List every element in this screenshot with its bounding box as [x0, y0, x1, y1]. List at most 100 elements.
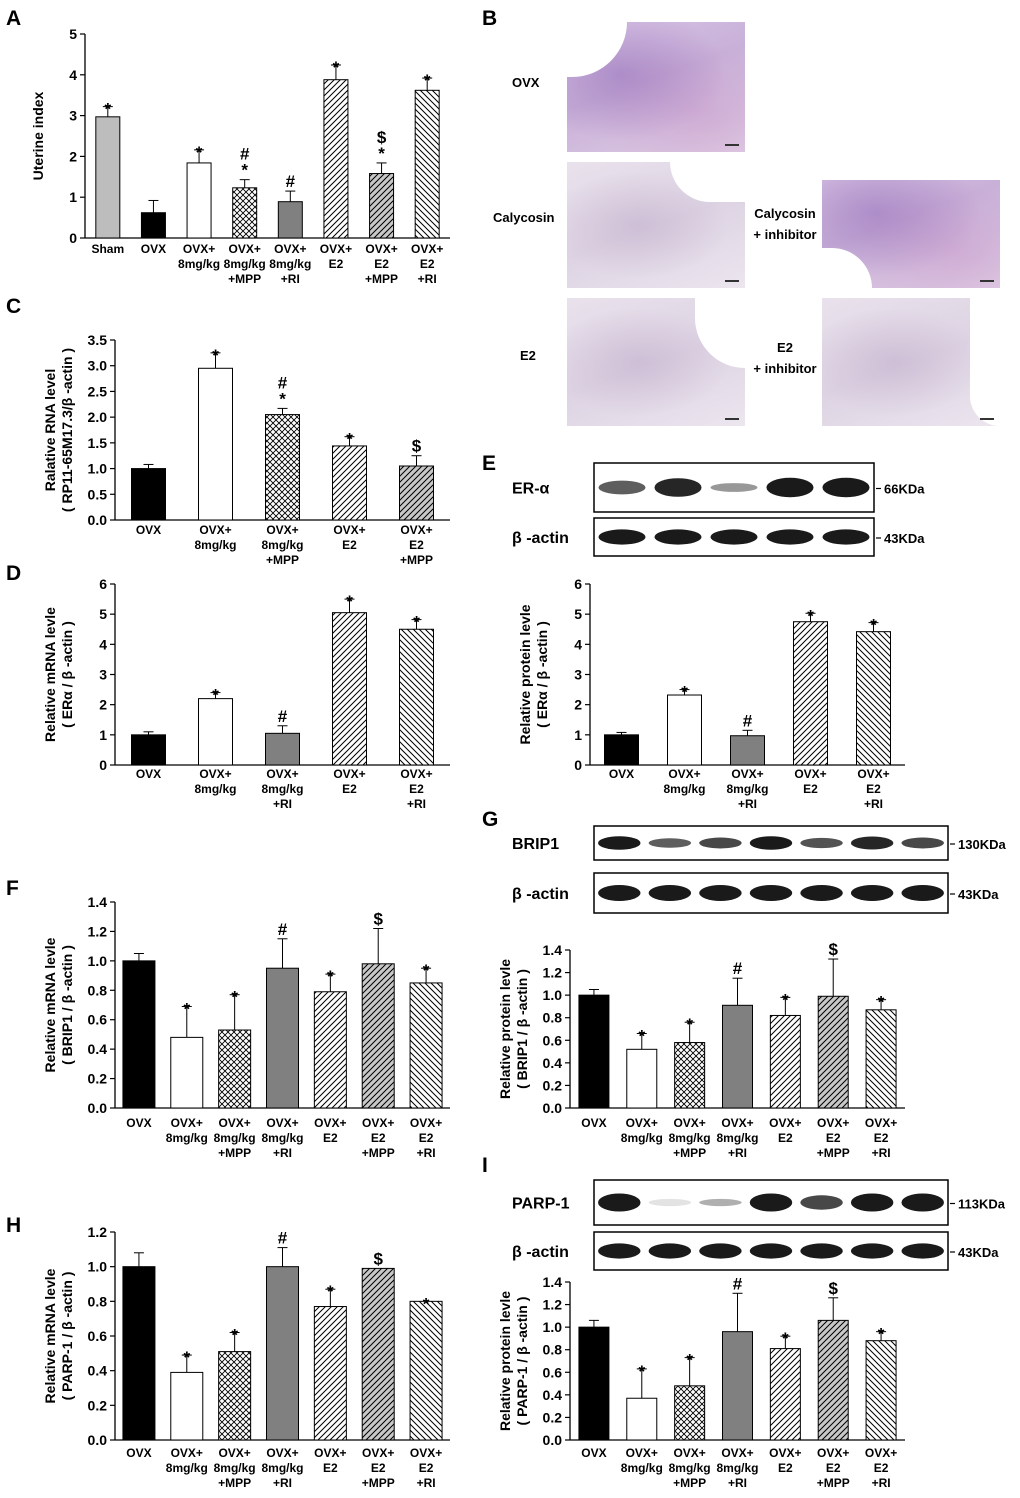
blot-band [850, 836, 894, 850]
significance-mark: * [638, 1027, 645, 1046]
category-label: OVX+ 8mg/kg [621, 1446, 663, 1475]
y-tick-label: 1.2 [88, 1224, 108, 1240]
y-tick-label: 0.4 [543, 1055, 563, 1071]
y-tick-label: 0.2 [543, 1409, 563, 1425]
blot-band [766, 529, 814, 545]
blot-actin-label: β -actin [512, 530, 569, 547]
significance-mark: * [327, 1282, 334, 1301]
bar [140, 212, 166, 239]
category-label: OVX+ E2 +RI [400, 767, 432, 811]
significance-mark: # [278, 920, 288, 939]
y-tick-label: 2 [574, 697, 582, 713]
y-tick-label: 3 [574, 667, 582, 683]
significance-mark: # [286, 172, 296, 191]
bar [323, 79, 349, 239]
bar [793, 621, 828, 766]
blot-band [749, 836, 793, 850]
chart-e: 0 1 2 3 4 5 6 Relative protein levle( ERα / β -… [517, 576, 905, 811]
y-tick-label: 6 [574, 576, 582, 592]
bar [122, 1266, 156, 1441]
histology-label-calycosin: Calycosin [493, 210, 554, 225]
bar [769, 1014, 801, 1109]
blot-band [648, 885, 692, 901]
y-tick-label: 2 [69, 148, 77, 164]
significance-mark: * [782, 990, 789, 1009]
category-label: OVX+ 8mg/kg [663, 767, 705, 796]
bar [170, 1036, 204, 1109]
blot-band [901, 1193, 944, 1212]
y-tick-label: 2.0 [88, 409, 108, 425]
bar [266, 967, 299, 1109]
blot-band [749, 1193, 793, 1212]
category-label: OVX+ E2 +MPP [400, 523, 433, 567]
y-tick-label: 2.5 [88, 383, 108, 399]
category-label: OVX [141, 242, 166, 256]
histology-label-ovx: OVX [512, 75, 540, 90]
y-axis-label: Relative mRNA levle( PARP-1 / β -actin ) [42, 1268, 75, 1403]
histology-ovx [567, 22, 745, 152]
chart-c: 0.0 0.5 1.0 1.5 2.0 2.5 3.0 3.5 Ralative RNA lev… [42, 332, 450, 567]
bar [122, 960, 156, 1109]
bar [131, 468, 166, 521]
bar [409, 982, 443, 1109]
significance-mark: * [183, 1348, 190, 1367]
category-label: OVX+ 8mg/kg [194, 523, 236, 552]
category-label: OVX+ E2 +MPP [817, 1116, 850, 1160]
y-tick-label: 1.0 [88, 1259, 108, 1275]
category-label: OVX+ 8mg/kg +MPP [214, 1116, 256, 1160]
blot-band [901, 837, 944, 849]
category-label: OVX+ 8mg/kg +MPP [669, 1446, 711, 1490]
significance-mark: # [278, 707, 288, 726]
y-axis-label: Relative protein levle( ERα / β -actin ) [517, 604, 550, 744]
significance-mark: # [278, 1229, 288, 1248]
bar [266, 1266, 299, 1441]
blot-band [901, 1243, 944, 1259]
category-label: OVX+ E2 +RI [865, 1446, 897, 1490]
blot-protein-label: ER-α [512, 481, 550, 498]
category-label: OVX+ E2 +MPP [365, 242, 398, 286]
y-axis-label: Relative protein levle( PARP-1 / β -acti… [497, 1291, 530, 1431]
category-label: OVX [609, 767, 634, 781]
y-tick-label: 1.4 [543, 942, 563, 958]
significance-mark: * [681, 683, 688, 702]
bar [186, 162, 212, 239]
blot-band [800, 1195, 843, 1210]
significance-mark: # * [240, 145, 250, 180]
y-tick-label: 1 [574, 727, 582, 743]
y-tick-label: 1 [69, 189, 77, 205]
significance-mark: * [423, 1294, 430, 1313]
y-tick-label: 0.0 [543, 1432, 563, 1448]
category-label: OVX+ E2 +RI [410, 1116, 442, 1160]
significance-mark: * [346, 430, 353, 449]
bar [667, 694, 702, 766]
bar [399, 465, 434, 521]
western-blots: ER-α 66KDa β -actin 43KDa BRIP1 130KDa β -acti… [512, 462, 1006, 1271]
blot-band [648, 1243, 692, 1259]
category-label: OVX [581, 1446, 606, 1460]
significance-mark: * [327, 967, 334, 986]
chart-h: 0.0 0.2 0.4 0.6 0.8 1.0 1.2 Relative mRNA levle… [42, 1224, 450, 1490]
category-label: OVX+ E2 +RI [865, 1116, 897, 1160]
category-label: OVX+ E2 [769, 1446, 801, 1475]
blot-actin-label: β -actin [512, 1244, 569, 1261]
blot-band [710, 483, 758, 492]
significance-mark: $ [373, 909, 383, 928]
y-tick-label: 0.0 [88, 512, 108, 528]
y-tick-label: 5 [574, 606, 582, 622]
blot-band [800, 885, 843, 901]
blot-band [598, 885, 641, 901]
y-tick-label: 6 [99, 576, 107, 592]
bar [218, 1351, 252, 1441]
bar [265, 732, 300, 766]
significance-mark: * [686, 1015, 693, 1034]
category-label: OVX+ E2 +RI [857, 767, 889, 811]
bar [674, 1042, 706, 1109]
y-tick-label: 0.8 [88, 982, 108, 998]
y-tick-label: 1.2 [543, 965, 563, 981]
category-label: OVX+ 8mg/kg +MPP [224, 242, 266, 286]
y-tick-label: 3.0 [88, 358, 108, 374]
category-label: OVX+ 8mg/kg +RI [269, 242, 311, 286]
y-tick-label: 0.2 [88, 1071, 108, 1087]
bar [332, 612, 367, 766]
